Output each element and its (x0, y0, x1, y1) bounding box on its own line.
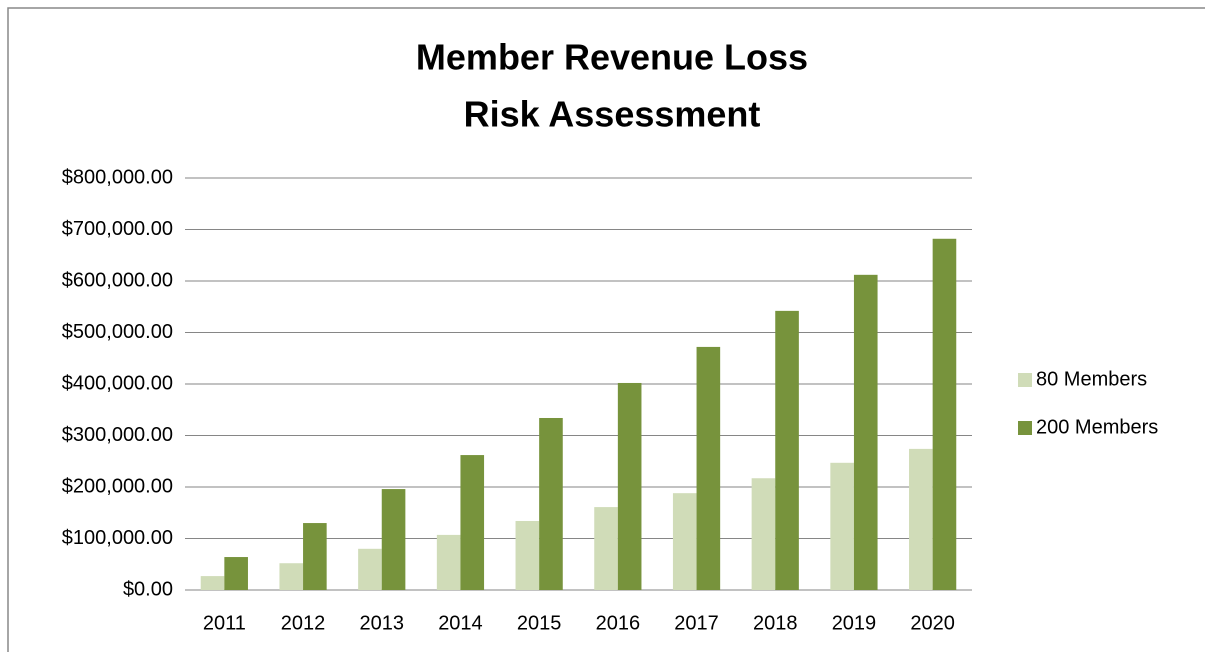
bar (515, 520, 540, 590)
chart-border (7, 7, 1205, 652)
bar (617, 382, 642, 590)
bar (279, 563, 304, 590)
bar (932, 238, 957, 590)
chart-title: Risk Assessment (464, 94, 761, 135)
x-tick-label: 2015 (517, 612, 562, 634)
y-tick-label: $500,000.00 (62, 321, 173, 343)
bar (672, 493, 697, 590)
bar (775, 310, 799, 590)
x-tick-label: 2014 (438, 612, 483, 634)
bar (460, 455, 485, 590)
x-tick-label: 2020 (910, 612, 955, 634)
bar (594, 507, 618, 590)
bar (539, 417, 563, 590)
x-tick-label: 2018 (753, 612, 798, 634)
y-tick-label: $0.00 (123, 578, 173, 600)
bar (909, 448, 933, 590)
legend-swatch (1018, 373, 1032, 387)
chart-title: Member Revenue Loss (416, 37, 808, 78)
legend-swatch (1018, 421, 1032, 435)
x-tick-label: 2016 (596, 612, 641, 634)
y-tick-label: $100,000.00 (62, 527, 173, 549)
bar (751, 478, 776, 590)
bar (436, 534, 461, 590)
x-tick-label: 2011 (203, 612, 246, 634)
x-tick-label: 2013 (360, 612, 405, 634)
bar (303, 523, 327, 590)
legend-label: 80 Members (1036, 368, 1147, 390)
x-tick-label: 2012 (281, 612, 326, 634)
bar (696, 346, 721, 590)
bar (830, 462, 854, 590)
y-tick-label: $200,000.00 (62, 475, 173, 497)
y-tick-label: $800,000.00 (62, 166, 173, 188)
y-tick-label: $600,000.00 (62, 269, 173, 291)
y-tick-label: $700,000.00 (62, 218, 173, 240)
legend-label: 200 Members (1036, 416, 1158, 438)
y-tick-label: $300,000.00 (62, 424, 173, 446)
x-tick-label: 2017 (674, 612, 719, 634)
bar (853, 274, 878, 590)
y-tick-label: $400,000.00 (62, 372, 173, 394)
bar (381, 489, 406, 590)
bar (224, 557, 248, 590)
x-tick-label: 2019 (832, 612, 877, 634)
bar (200, 576, 225, 590)
bar (358, 548, 382, 590)
